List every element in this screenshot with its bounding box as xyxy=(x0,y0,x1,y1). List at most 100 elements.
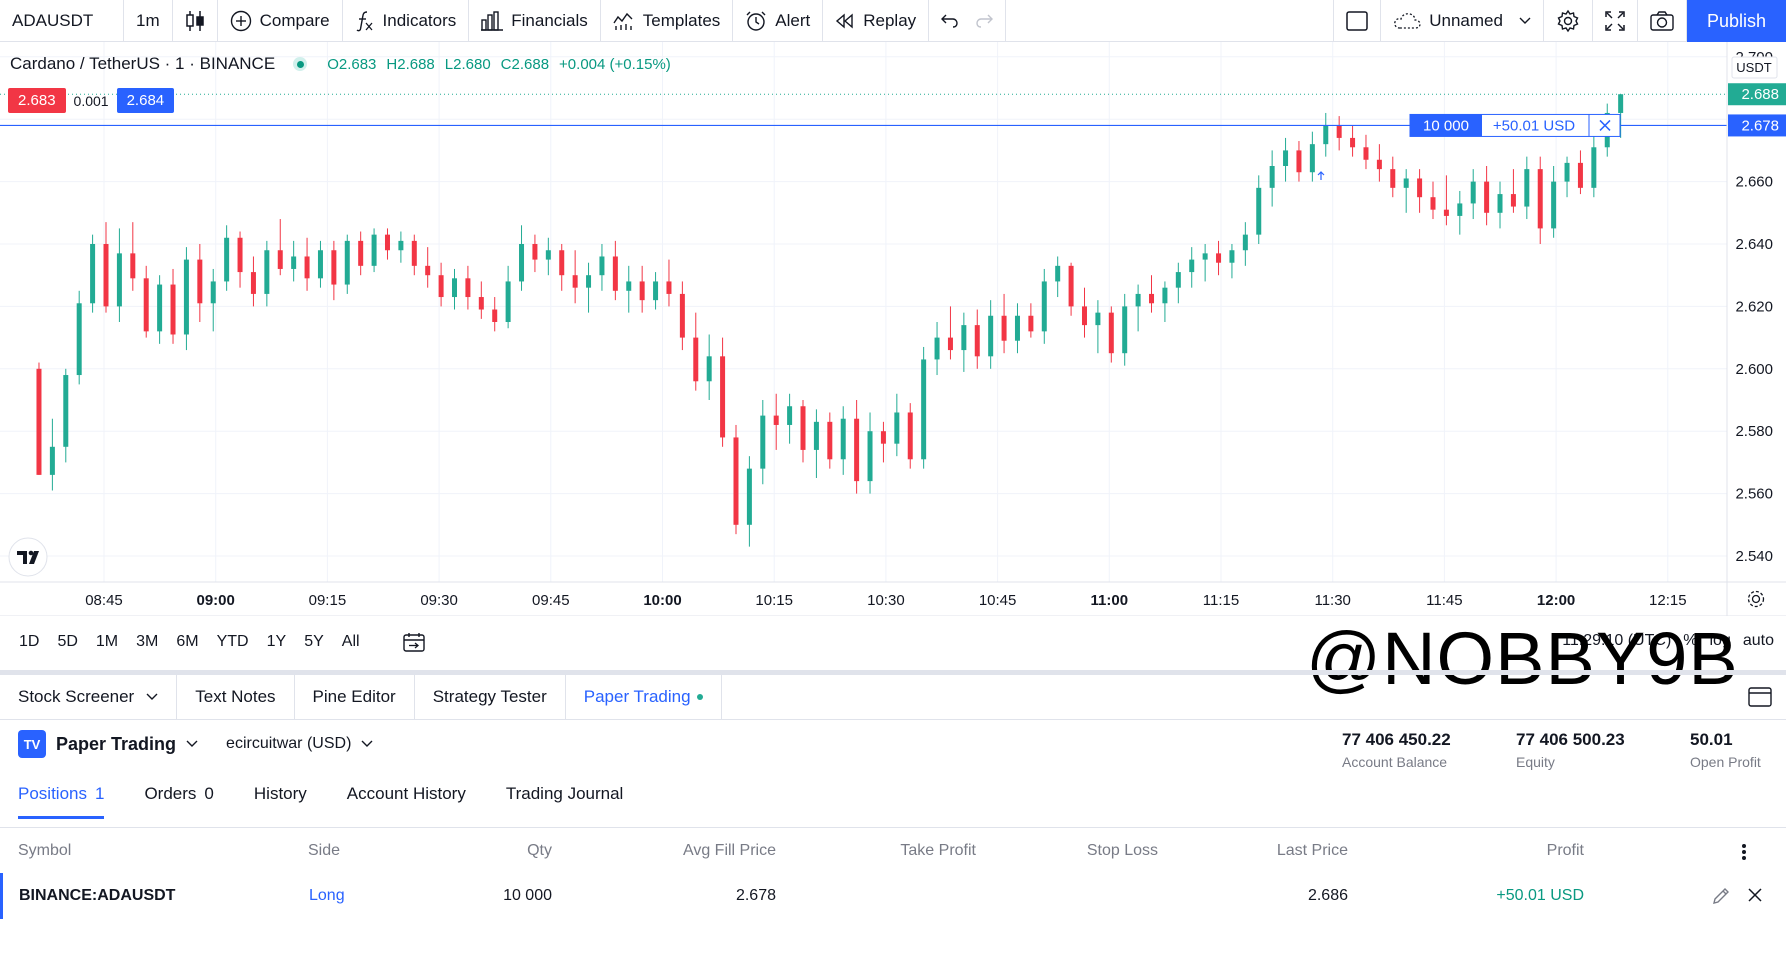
table-row[interactable]: BINANCE:ADAUSDT Long 10 000 2.678 2.686 … xyxy=(0,873,1786,919)
layout-select-button[interactable] xyxy=(1334,0,1382,42)
col-last-price[interactable]: Last Price xyxy=(1276,842,1348,859)
more-vertical-icon[interactable] xyxy=(1741,843,1747,861)
candle-body xyxy=(1269,166,1275,188)
col-take-profit[interactable]: Take Profit xyxy=(900,842,976,859)
position-symbol[interactable]: BINANCE:ADAUSDT xyxy=(19,887,176,904)
redo-icon[interactable] xyxy=(975,14,994,28)
col-stop-loss[interactable]: Stop Loss xyxy=(1086,842,1158,859)
price-chart[interactable]: 10 000+50.01 USD 2.7002.6602.6402.6202.6… xyxy=(0,42,1786,616)
time-tick-label: 12:15 xyxy=(1649,592,1687,609)
compare-button[interactable]: Compare xyxy=(218,0,343,42)
layout-name-button[interactable]: Unnamed xyxy=(1381,0,1544,42)
candle-body xyxy=(358,240,364,266)
tab-strategy-tester[interactable]: Strategy Tester xyxy=(415,675,566,719)
range-1d[interactable]: 1D xyxy=(19,633,40,650)
price-tick-label: 2.620 xyxy=(1735,298,1773,315)
tab-pine-editor[interactable]: Pine Editor xyxy=(295,675,415,719)
replay-button[interactable]: Replay xyxy=(823,0,930,42)
publish-button[interactable]: Publish xyxy=(1686,0,1786,42)
candle-body xyxy=(1189,259,1195,273)
range-all[interactable]: All xyxy=(341,633,360,650)
account-selector[interactable]: ecircuitwar (USD) xyxy=(226,735,352,752)
broker-name[interactable]: Paper Trading xyxy=(56,733,177,754)
rewind-icon xyxy=(836,13,853,29)
range-1y[interactable]: 1Y xyxy=(266,633,287,650)
summary-label: Equity xyxy=(1516,754,1555,770)
chevron-down-icon[interactable] xyxy=(361,740,373,748)
price-axis[interactable]: 2.7002.6602.6402.6202.6002.5802.5602.540… xyxy=(1726,42,1786,616)
financials-button[interactable]: Financials xyxy=(469,0,601,42)
symbol-search-button[interactable]: ADAUSDT xyxy=(0,0,124,42)
maximize-panel-icon[interactable] xyxy=(1748,687,1772,707)
tab-label: Paper Trading xyxy=(583,687,691,706)
candle-body xyxy=(921,359,927,460)
currency-box xyxy=(1731,56,1778,79)
col-side[interactable]: Side xyxy=(308,842,341,859)
candle-body xyxy=(519,244,525,282)
position-profit: +50.01 USD xyxy=(1496,887,1584,904)
buy-button[interactable]: 2.684 xyxy=(116,88,175,113)
auto-toggle[interactable]: auto xyxy=(1742,632,1774,649)
col-profit[interactable]: Profit xyxy=(1546,842,1584,859)
close-position-icon[interactable] xyxy=(1747,887,1763,903)
sell-button[interactable]: 2.683 xyxy=(8,88,66,113)
candle-body xyxy=(1014,315,1020,341)
alert-button[interactable]: Alert xyxy=(733,0,824,42)
tradingview-logo-icon[interactable] xyxy=(8,537,48,577)
subtab-count: 0 xyxy=(204,784,214,803)
range-ytd[interactable]: YTD xyxy=(216,633,249,650)
col-symbol[interactable]: Symbol xyxy=(18,842,72,859)
candle-body xyxy=(398,240,404,251)
candle-body xyxy=(1470,181,1476,204)
chart-type-button[interactable] xyxy=(173,0,218,42)
range-6m[interactable]: 6M xyxy=(176,633,199,650)
time-axis[interactable]: 08:45 09:00 09:15 09:30 09:45 10:00 10:15 10:30… xyxy=(0,581,1786,616)
undo-icon[interactable] xyxy=(941,14,959,28)
candle-body xyxy=(988,315,994,357)
ohlc-values: O2.683 H2.688 L2.680 C2.688 +0.004 (+0.1… xyxy=(327,56,671,73)
candle-body xyxy=(1484,181,1490,213)
bottom-panel-tabs: Stock Screener Text Notes Pine Editor St… xyxy=(0,670,1786,720)
indicators-button[interactable]: Indicators xyxy=(343,0,470,42)
edit-pencil-icon[interactable] xyxy=(1711,886,1731,906)
candle-body xyxy=(1591,147,1597,188)
candle-body xyxy=(1135,293,1141,307)
range-3m[interactable]: 3M xyxy=(136,633,159,650)
range-1m[interactable]: 1M xyxy=(95,633,119,650)
interval-button[interactable]: 1m xyxy=(124,0,173,42)
account-summary: 77 406 450.22 Account Balance 77 406 500… xyxy=(1342,730,1768,770)
col-avg-fill-price[interactable]: Avg Fill Price xyxy=(682,842,776,859)
symbol-title[interactable]: Cardano / TetherUS · 1 · BINANCE xyxy=(10,54,276,73)
range-5d[interactable]: 5D xyxy=(57,633,78,650)
settings-button[interactable] xyxy=(1544,0,1593,42)
percent-toggle[interactable]: % xyxy=(1683,632,1698,649)
candle-body xyxy=(800,406,806,450)
candle-body xyxy=(157,284,163,332)
clock-text[interactable]: 11:29:10 (UTC) xyxy=(1562,632,1672,649)
subtab-account-history[interactable]: Account History xyxy=(347,784,466,819)
range-5y[interactable]: 5Y xyxy=(304,633,324,650)
time-tick-label: 09:30 xyxy=(420,592,458,609)
tab-text-notes[interactable]: Text Notes xyxy=(177,675,295,719)
position-pnl-text: +50.01 USD xyxy=(1493,117,1575,134)
fullscreen-button[interactable] xyxy=(1593,0,1638,42)
snapshot-button[interactable] xyxy=(1638,0,1687,42)
chevron-down-icon xyxy=(146,693,158,700)
tab-paper-trading[interactable]: Paper Trading xyxy=(566,675,722,719)
candle-body xyxy=(532,244,538,260)
chevron-down-icon[interactable] xyxy=(186,740,198,748)
subtab-history[interactable]: History xyxy=(254,784,307,819)
go-to-date-icon[interactable] xyxy=(402,632,425,652)
log-toggle[interactable]: log xyxy=(1709,632,1731,649)
open-value: O2.683 xyxy=(327,55,377,73)
subtab-positions[interactable]: Positions 1 xyxy=(18,784,105,819)
col-qty[interactable]: Qty xyxy=(527,842,552,859)
price-tick-label: 2.660 xyxy=(1735,174,1773,191)
candle-body xyxy=(492,309,498,322)
time-tick-label: 09:15 xyxy=(309,592,347,609)
subtab-orders[interactable]: Orders 0 xyxy=(144,784,213,819)
watermark-text: @NOBBY9B xyxy=(1306,617,1739,700)
tab-stock-screener[interactable]: Stock Screener xyxy=(0,675,178,719)
templates-button[interactable]: Templates xyxy=(601,0,734,42)
subtab-trading-journal[interactable]: Trading Journal xyxy=(506,784,624,819)
